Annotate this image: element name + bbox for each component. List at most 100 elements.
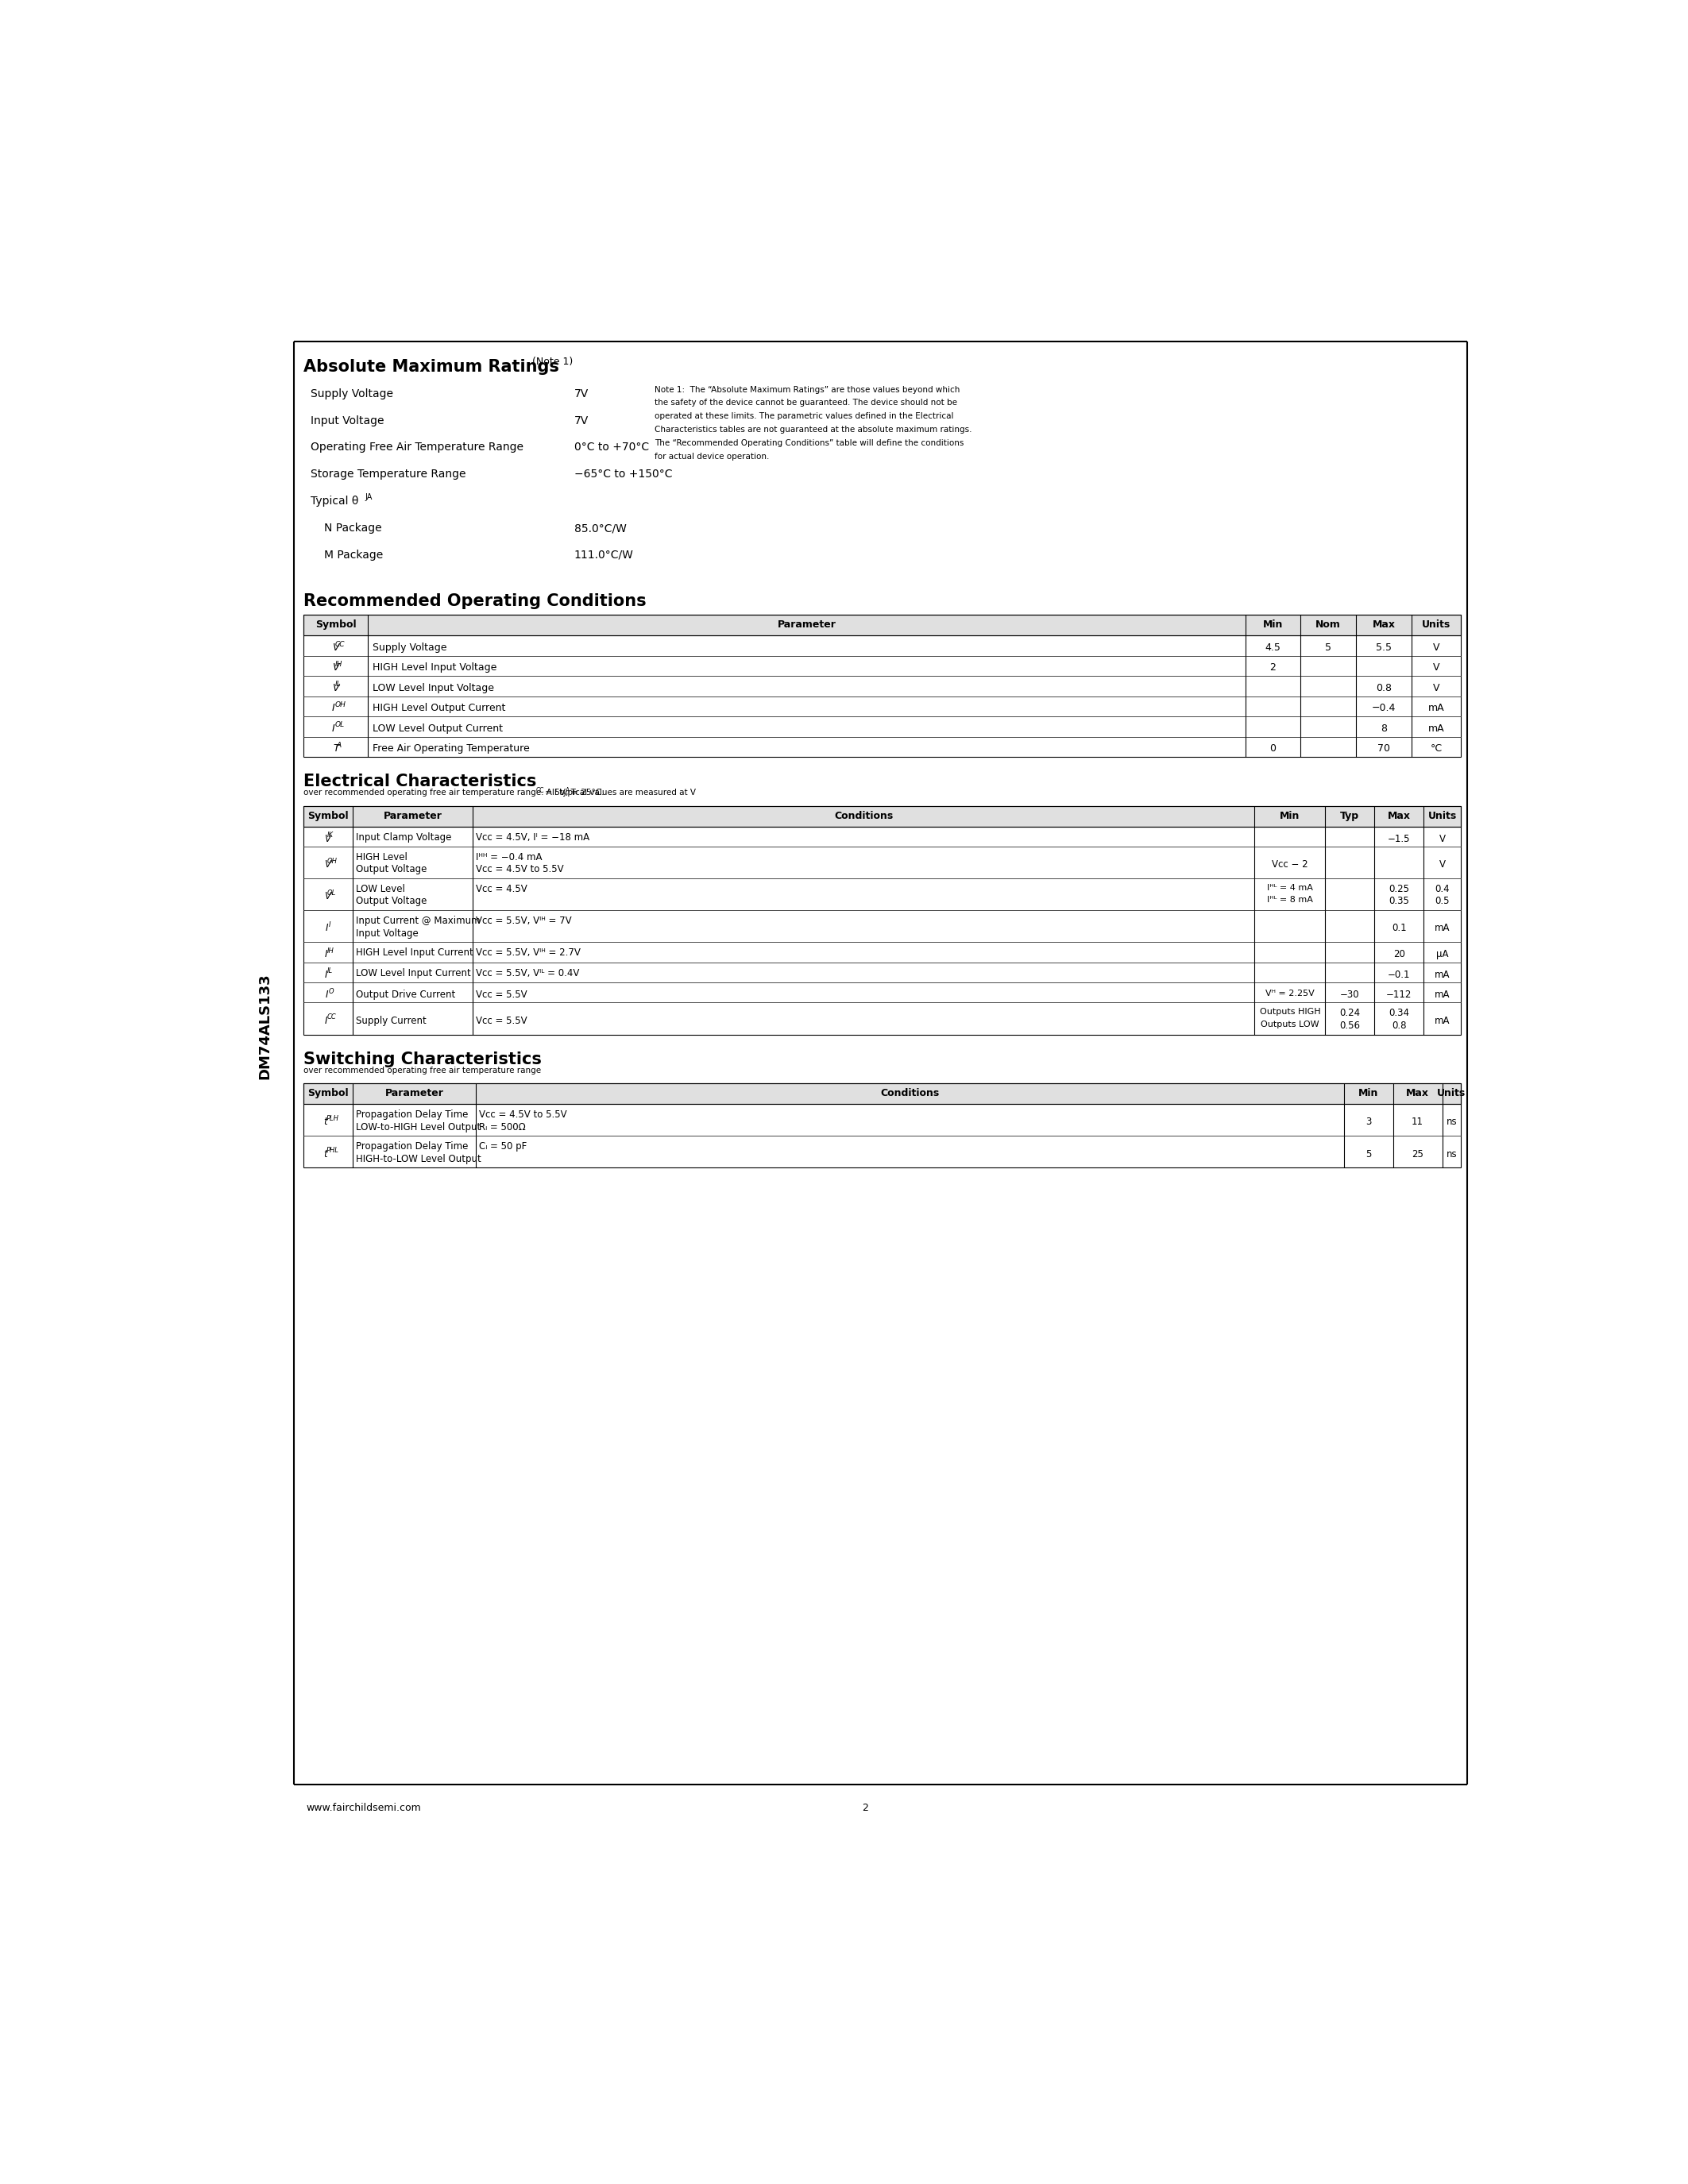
Text: M Package: M Package bbox=[324, 550, 383, 561]
Text: Supply Current: Supply Current bbox=[356, 1016, 425, 1026]
Text: Min: Min bbox=[1359, 1088, 1379, 1099]
Text: V: V bbox=[333, 642, 339, 653]
Text: Switching Characteristics: Switching Characteristics bbox=[304, 1051, 542, 1068]
Text: Outputs HIGH: Outputs HIGH bbox=[1259, 1009, 1320, 1016]
Text: Conditions: Conditions bbox=[834, 810, 893, 821]
Text: Vᴴ = 2.25V: Vᴴ = 2.25V bbox=[1266, 989, 1315, 998]
Text: 2: 2 bbox=[1269, 662, 1276, 673]
Text: OL: OL bbox=[334, 721, 344, 729]
Text: Vᴄᴄ = 4.5V to 5.5V: Vᴄᴄ = 4.5V to 5.5V bbox=[479, 1109, 567, 1120]
Text: 8: 8 bbox=[1381, 723, 1388, 734]
Text: I: I bbox=[326, 924, 327, 933]
Text: Propagation Delay Time: Propagation Delay Time bbox=[356, 1142, 468, 1151]
Text: Units: Units bbox=[1421, 620, 1450, 631]
Text: the safety of the device cannot be guaranteed. The device should not be: the safety of the device cannot be guara… bbox=[655, 400, 957, 406]
Text: mA: mA bbox=[1435, 970, 1450, 981]
Text: V: V bbox=[1433, 662, 1440, 673]
Text: LOW Level Output Current: LOW Level Output Current bbox=[373, 723, 503, 734]
Text: Rₗ = 500Ω: Rₗ = 500Ω bbox=[479, 1123, 525, 1131]
Text: mA: mA bbox=[1428, 723, 1445, 734]
Text: −65°C to +150°C: −65°C to +150°C bbox=[574, 470, 672, 480]
Text: IK: IK bbox=[327, 832, 334, 839]
Text: 0.56: 0.56 bbox=[1340, 1020, 1361, 1031]
Text: 5: 5 bbox=[1325, 642, 1332, 653]
Text: 0.25: 0.25 bbox=[1389, 885, 1409, 893]
Text: Storage Temperature Range: Storage Temperature Range bbox=[311, 470, 466, 480]
Text: mA: mA bbox=[1428, 703, 1445, 714]
Text: Output Voltage: Output Voltage bbox=[356, 895, 427, 906]
Text: 0.34: 0.34 bbox=[1389, 1009, 1409, 1018]
Text: Vᴄᴄ = 4.5V, Iᴵ = −18 mA: Vᴄᴄ = 4.5V, Iᴵ = −18 mA bbox=[476, 832, 589, 843]
Text: Typ: Typ bbox=[1340, 810, 1359, 821]
Text: 0.4: 0.4 bbox=[1435, 885, 1450, 893]
Text: O: O bbox=[329, 987, 334, 994]
Text: t: t bbox=[324, 1149, 327, 1160]
Text: OH: OH bbox=[334, 701, 346, 708]
Text: 0: 0 bbox=[1269, 743, 1276, 753]
Text: Operating Free Air Temperature Range: Operating Free Air Temperature Range bbox=[311, 441, 523, 452]
Text: Parameter: Parameter bbox=[385, 1088, 444, 1099]
Text: Max: Max bbox=[1406, 1088, 1430, 1099]
Text: mA: mA bbox=[1435, 1016, 1450, 1026]
Text: °C: °C bbox=[1430, 743, 1442, 753]
Text: V: V bbox=[333, 684, 339, 692]
Text: 20: 20 bbox=[1393, 950, 1404, 959]
Text: Input Clamp Voltage: Input Clamp Voltage bbox=[356, 832, 451, 843]
Text: Note 1:  The “Absolute Maximum Ratings” are those values beyond which: Note 1: The “Absolute Maximum Ratings” a… bbox=[655, 387, 959, 393]
Text: Output Drive Current: Output Drive Current bbox=[356, 989, 456, 1000]
Text: 5: 5 bbox=[1366, 1149, 1371, 1160]
Text: Conditions: Conditions bbox=[879, 1088, 939, 1099]
Text: HIGH Level: HIGH Level bbox=[356, 852, 407, 863]
Text: Free Air Operating Temperature: Free Air Operating Temperature bbox=[373, 743, 530, 753]
Text: Recommended Operating Conditions: Recommended Operating Conditions bbox=[304, 594, 647, 609]
Text: Iᴴᴸ = 8 mA: Iᴴᴸ = 8 mA bbox=[1268, 895, 1313, 904]
Text: t: t bbox=[324, 1116, 327, 1127]
Text: HIGH Level Input Current: HIGH Level Input Current bbox=[356, 948, 473, 959]
Text: Parameter: Parameter bbox=[776, 620, 836, 631]
Text: for actual device operation.: for actual device operation. bbox=[655, 452, 770, 461]
Text: V: V bbox=[1433, 642, 1440, 653]
Text: Vᴄᴄ = 5.5V, Vᴵᴸ = 0.4V: Vᴄᴄ = 5.5V, Vᴵᴸ = 0.4V bbox=[476, 968, 579, 978]
Text: Symbol: Symbol bbox=[307, 810, 348, 821]
Text: Symbol: Symbol bbox=[307, 1088, 348, 1099]
Text: 0.24: 0.24 bbox=[1340, 1009, 1361, 1018]
Text: = 25°C.: = 25°C. bbox=[569, 788, 604, 797]
Text: IH: IH bbox=[327, 948, 334, 954]
Text: Parameter: Parameter bbox=[383, 810, 442, 821]
Text: Cₗ = 50 pF: Cₗ = 50 pF bbox=[479, 1142, 527, 1151]
Text: Supply Voltage: Supply Voltage bbox=[311, 389, 393, 400]
Text: Units: Units bbox=[1428, 810, 1457, 821]
Text: ns: ns bbox=[1447, 1149, 1457, 1160]
Text: A: A bbox=[336, 743, 341, 749]
Text: Absolute Maximum Ratings: Absolute Maximum Ratings bbox=[304, 358, 559, 376]
Text: PHL: PHL bbox=[326, 1147, 339, 1153]
Text: CC: CC bbox=[327, 1013, 336, 1020]
Text: N Package: N Package bbox=[324, 522, 381, 533]
Text: Vᴄᴄ = 4.5V: Vᴄᴄ = 4.5V bbox=[476, 885, 527, 893]
Text: Min: Min bbox=[1280, 810, 1300, 821]
Text: I: I bbox=[324, 950, 327, 959]
Text: Supply Voltage: Supply Voltage bbox=[373, 642, 447, 653]
Text: Input Voltage: Input Voltage bbox=[311, 415, 385, 426]
Text: 7V: 7V bbox=[574, 389, 589, 400]
Text: Characteristics tables are not guaranteed at the absolute maximum ratings.: Characteristics tables are not guarantee… bbox=[655, 426, 972, 435]
Text: V: V bbox=[324, 891, 331, 902]
Text: I: I bbox=[324, 970, 327, 981]
Text: Vᴄᴄ − 2: Vᴄᴄ − 2 bbox=[1271, 860, 1308, 869]
Text: −0.1: −0.1 bbox=[1388, 970, 1411, 981]
Text: T: T bbox=[333, 743, 339, 753]
Text: Typical θ: Typical θ bbox=[311, 496, 358, 507]
Text: 0°C to +70°C: 0°C to +70°C bbox=[574, 441, 648, 452]
Text: μA: μA bbox=[1436, 950, 1448, 959]
Bar bbox=[304, 806, 1460, 826]
Text: 2: 2 bbox=[861, 1804, 868, 1813]
Text: JA: JA bbox=[365, 494, 373, 500]
Text: Outputs LOW: Outputs LOW bbox=[1261, 1020, 1318, 1029]
Text: 85.0°C/W: 85.0°C/W bbox=[574, 522, 626, 533]
Text: 11: 11 bbox=[1411, 1116, 1423, 1127]
Text: 0.5: 0.5 bbox=[1435, 895, 1450, 906]
Text: 0.8: 0.8 bbox=[1376, 684, 1391, 692]
Text: 3: 3 bbox=[1366, 1116, 1371, 1127]
Text: Vᴄᴄ = 5.5V: Vᴄᴄ = 5.5V bbox=[476, 989, 527, 1000]
Text: I: I bbox=[324, 1016, 327, 1026]
